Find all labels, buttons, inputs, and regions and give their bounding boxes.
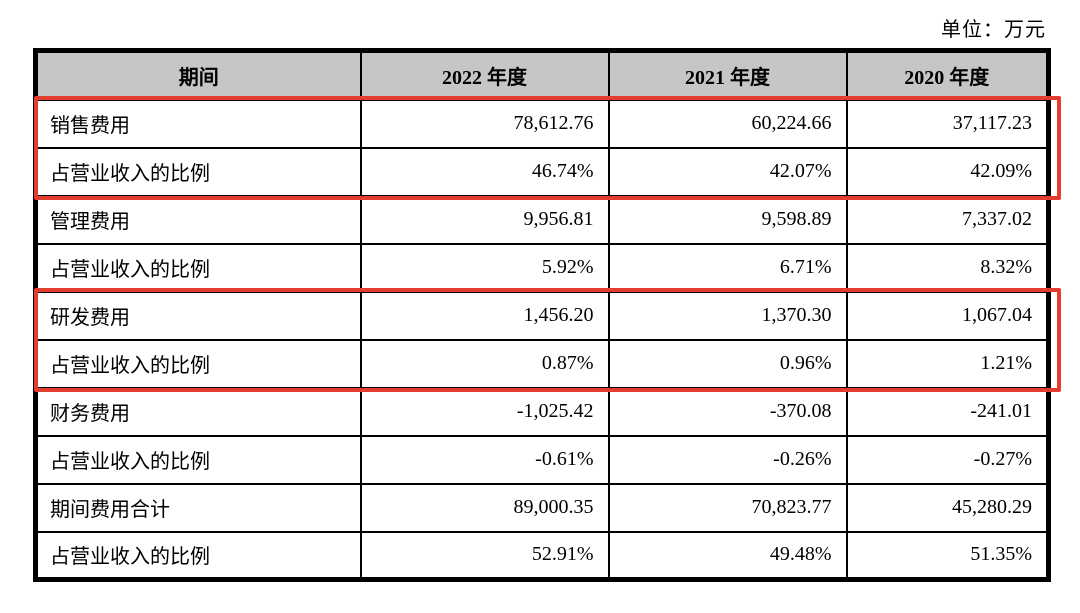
table-row-admin-expense: 管理费用 9,956.81 9,598.89 7,337.02	[34, 194, 1050, 245]
unit-label: 单位：万元	[941, 19, 1046, 41]
cell-2022: 46.74%	[359, 146, 610, 197]
row-label: 财务费用	[34, 386, 362, 437]
table-row-finance-expense-ratio: 占营业收入的比例 -0.61% -0.26% -0.27%	[34, 434, 1050, 485]
table-row-sales-expense-ratio: 占营业收入的比例 46.74% 42.07% 42.09%	[34, 146, 1050, 197]
cell-2021: 1,370.30	[607, 290, 848, 341]
cell-2021: 0.96%	[607, 338, 848, 389]
cell-2021: 6.71%	[607, 242, 848, 293]
cell-2022: 78,612.76	[359, 98, 610, 149]
cell-2020: -0.27%	[845, 434, 1050, 485]
cell-2022: 52.91%	[359, 530, 610, 581]
period-expense-table: 期间 2022 年度 2021 年度 2020 年度 销售费用 78,612.7…	[33, 48, 1051, 582]
row-label: 管理费用	[34, 194, 362, 245]
table-header-row: 期间 2022 年度 2021 年度 2020 年度	[34, 49, 1050, 101]
cell-2021: 49.48%	[607, 530, 848, 581]
cell-2021: 42.07%	[607, 146, 848, 197]
cell-2022: 0.87%	[359, 338, 610, 389]
row-label: 期间费用合计	[34, 482, 362, 533]
cell-2020: 7,337.02	[845, 194, 1050, 245]
table-row-finance-expense: 财务费用 -1,025.42 -370.08 -241.01	[34, 386, 1050, 437]
row-label: 占营业收入的比例	[34, 434, 362, 485]
cell-2022: 89,000.35	[359, 482, 610, 533]
cell-2020: 1.21%	[845, 338, 1050, 389]
table-row-total-period-expense-ratio: 占营业收入的比例 52.91% 49.48% 51.35%	[34, 530, 1050, 581]
cell-2022: 9,956.81	[359, 194, 610, 245]
table-row-admin-expense-ratio: 占营业收入的比例 5.92% 6.71% 8.32%	[34, 242, 1050, 293]
cell-2021: -0.26%	[607, 434, 848, 485]
row-label: 销售费用	[34, 98, 362, 149]
row-label: 占营业收入的比例	[34, 242, 362, 293]
cell-2020: 8.32%	[845, 242, 1050, 293]
table-row-rd-expense-ratio: 占营业收入的比例 0.87% 0.96% 1.21%	[34, 338, 1050, 389]
cell-2021: 70,823.77	[607, 482, 848, 533]
cell-2021: 9,598.89	[607, 194, 848, 245]
col-header-period: 期间	[34, 49, 362, 101]
cell-2020: 45,280.29	[845, 482, 1050, 533]
cell-2020: 37,117.23	[845, 98, 1050, 149]
cell-2020: 42.09%	[845, 146, 1050, 197]
table-row-sales-expense: 销售费用 78,612.76 60,224.66 37,117.23	[34, 98, 1050, 149]
cell-2020: -241.01	[845, 386, 1050, 437]
cell-2021: 60,224.66	[607, 98, 848, 149]
row-label: 占营业收入的比例	[34, 338, 362, 389]
col-header-2020: 2020 年度	[845, 49, 1050, 101]
table-row-rd-expense: 研发费用 1,456.20 1,370.30 1,067.04	[34, 290, 1050, 341]
table-row-total-period-expense: 期间费用合计 89,000.35 70,823.77 45,280.29	[34, 482, 1050, 533]
row-label: 占营业收入的比例	[34, 530, 362, 581]
col-header-2021: 2021 年度	[607, 49, 848, 101]
cell-2022: -1,025.42	[359, 386, 610, 437]
cell-2022: -0.61%	[359, 434, 610, 485]
cell-2020: 1,067.04	[845, 290, 1050, 341]
cell-2021: -370.08	[607, 386, 848, 437]
cell-2022: 5.92%	[359, 242, 610, 293]
cell-2022: 1,456.20	[359, 290, 610, 341]
col-header-2022: 2022 年度	[359, 49, 610, 101]
cell-2020: 51.35%	[845, 530, 1050, 581]
row-label: 研发费用	[34, 290, 362, 341]
row-label: 占营业收入的比例	[34, 146, 362, 197]
